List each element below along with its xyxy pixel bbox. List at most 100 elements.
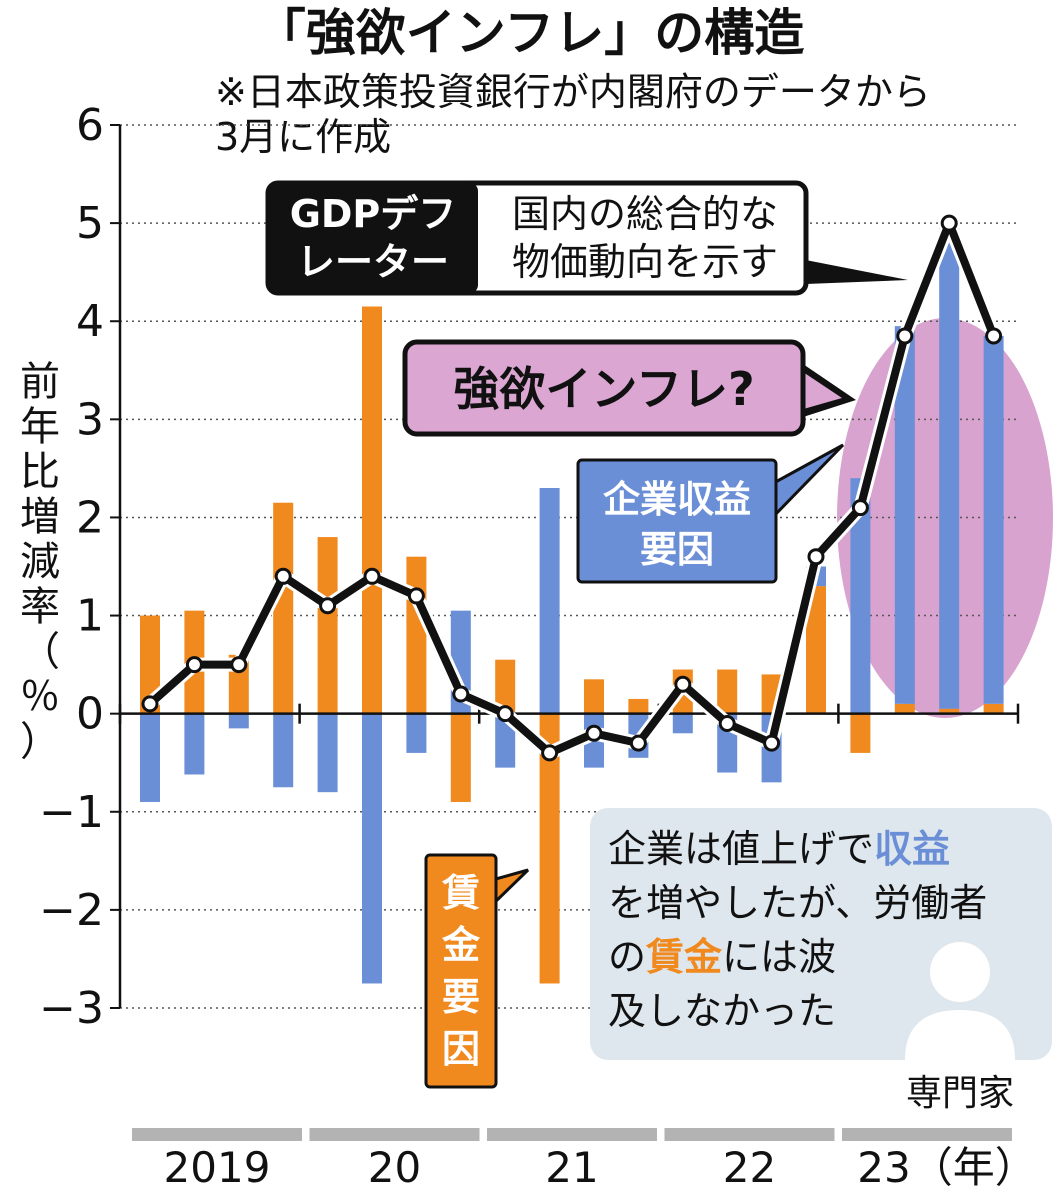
wage-factor-bar: [983, 703, 1004, 714]
profit-factor-bar: [939, 228, 960, 709]
wage-factor-char-1: 賃: [441, 871, 480, 915]
profit-factor-line-2: 要因: [640, 528, 714, 571]
comment-segment: には波: [722, 935, 836, 979]
year-label: 23（年）: [857, 1143, 1036, 1192]
gdp-deflator-point: [629, 734, 647, 752]
expert-comment-line: の賃金には波: [608, 935, 836, 979]
year-label: 20: [368, 1143, 421, 1192]
profit-factor-line-1: 企業収益: [603, 478, 751, 521]
year-label: 2019: [164, 1143, 271, 1192]
wage-factor-bar: [539, 713, 560, 984]
profit-factor-bar: [983, 335, 1004, 704]
y-axis-label-char: （: [20, 629, 60, 675]
gdp-deflator-point: [274, 567, 292, 585]
y-tick-label: 6: [76, 100, 104, 151]
gdp-deflator-point: [452, 685, 470, 703]
gdp-deflator-point: [585, 724, 603, 742]
year-band: [842, 1128, 1012, 1141]
y-axis-label-char: 年: [20, 404, 60, 450]
year-label: 22: [723, 1143, 776, 1192]
year-label: 21: [545, 1143, 598, 1192]
year-band: [309, 1128, 480, 1141]
y-tick-label: 2: [76, 492, 104, 543]
gdp-deflator-point: [851, 499, 869, 517]
comment-segment: 及しなかった: [608, 989, 836, 1033]
profit-factor-bar: [273, 713, 294, 788]
gdp-tag-line-2: レーター: [297, 240, 449, 284]
highlight-wage: 賃金: [645, 935, 723, 979]
profit-factor-bar: [539, 488, 560, 714]
y-axis-label-char: 比: [20, 449, 60, 495]
wage-factor-bar: [317, 537, 338, 714]
expert-label: 専門家: [906, 1073, 1014, 1114]
wage-factor-bar: [362, 306, 382, 714]
wage-factor-callout: 賃 金 要 因: [424, 853, 530, 1089]
y-axis-label-char: 減: [20, 539, 60, 585]
gdp-deflator-point: [940, 214, 958, 232]
gdp-tag-line-1: GDPデフ: [290, 192, 457, 236]
profit-factor-bar: [317, 713, 338, 793]
wage-factor-bar: [894, 703, 915, 714]
gdp-desc-line-1: 国内の総合的な: [512, 192, 778, 236]
gdp-deflator-point: [674, 675, 692, 693]
wage-factor-bar: [584, 679, 604, 714]
wage-factor-bar: [495, 659, 516, 714]
person-icon: [905, 942, 1015, 1060]
gdp-deflator-callout: GDPデフ レーター 国内の総合的な 物価動向を示す: [265, 180, 908, 296]
y-axis-label-char: 前: [20, 359, 60, 405]
year-band: [132, 1128, 302, 1141]
gdp-deflator-point: [541, 744, 559, 762]
y-tick-labels: −3 −2 −1 0 1 2 3 4 5 6: [39, 100, 104, 1034]
gdp-deflator-point: [141, 695, 159, 713]
wage-factor-bar: [939, 708, 960, 714]
comment-segment: の: [608, 935, 646, 979]
wage-factor-bar: [850, 713, 871, 753]
gdp-deflator-point: [185, 656, 203, 674]
y-tick-label: 0: [76, 689, 104, 740]
y-tick-label: −2: [39, 885, 104, 936]
wage-factor-char-3: 要: [442, 975, 480, 1019]
wage-factor-bar: [273, 502, 294, 714]
y-tick-label: 4: [76, 296, 104, 347]
profit-factor-bar: [406, 713, 427, 753]
y-tick-label: −1: [39, 787, 104, 838]
wage-factor-bar: [406, 556, 427, 714]
gdp-deflator-point: [407, 587, 425, 605]
y-tick-label: 1: [76, 591, 104, 642]
comment-segment: 企業は値上げで: [608, 827, 874, 871]
profit-factor-bar: [362, 713, 382, 984]
wage-factor-bar: [806, 586, 826, 714]
expert-comment-line: 及しなかった: [608, 989, 836, 1033]
gdp-deflator-point: [230, 656, 248, 674]
profit-factor-bar: [140, 713, 160, 802]
profit-factor-bar: [228, 713, 249, 729]
wage-factor-bar: [140, 615, 160, 714]
y-axis-label-char: ％: [20, 674, 60, 720]
gdp-deflator-point: [718, 714, 736, 732]
gdp-deflator-line: [146, 219, 998, 757]
gdp-deflator-point: [319, 597, 337, 615]
expert-comment-line: を増やしたが、労働者: [608, 881, 987, 925]
year-band: [664, 1128, 835, 1141]
gdp-desc-line-2: 物価動向を示す: [512, 240, 778, 284]
year-axis: 2019 20 21 22 23（年）: [132, 1128, 1037, 1192]
gdp-deflator-point: [807, 548, 825, 566]
wage-factor-bar: [450, 713, 471, 802]
chart-title: 「強欲インフレ」の構造: [256, 4, 805, 62]
wage-factor-char-2: 金: [441, 923, 481, 967]
source-note-line-2: 3月に作成: [215, 115, 391, 159]
gdp-deflator-point: [985, 327, 1003, 345]
profit-factor-bar: [672, 713, 693, 734]
y-tick-label: 3: [76, 394, 104, 445]
profit-factor-bar: [850, 478, 871, 714]
comment-segment: を増やしたが、労働者: [608, 881, 987, 925]
greed-inflation-callout: 強欲インフレ?: [402, 339, 856, 437]
expert-comment-line: 企業は値上げで収益: [608, 827, 950, 871]
gdp-deflator-point: [763, 734, 781, 752]
wage-factor-bar: [628, 698, 649, 714]
gridlines: [110, 124, 1018, 1009]
highlight-profit: 収益: [874, 827, 950, 871]
